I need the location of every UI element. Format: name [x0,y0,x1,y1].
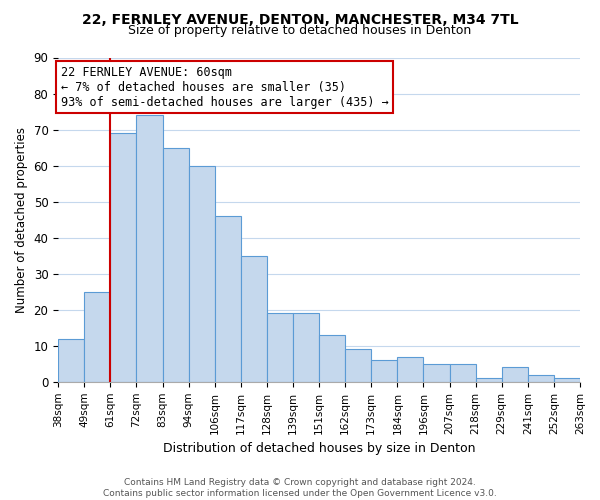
Bar [163,148,188,382]
Bar [188,166,215,382]
Bar [476,378,502,382]
Bar [371,360,397,382]
Bar [502,368,528,382]
Bar [345,350,371,382]
Bar [110,133,136,382]
Bar [397,356,424,382]
Bar [528,374,554,382]
Text: Contains HM Land Registry data © Crown copyright and database right 2024.
Contai: Contains HM Land Registry data © Crown c… [103,478,497,498]
Y-axis label: Number of detached properties: Number of detached properties [15,126,28,312]
Bar [293,314,319,382]
Bar [554,378,580,382]
Bar [136,115,163,382]
Bar [58,338,84,382]
Bar [84,292,110,382]
Bar [267,314,293,382]
Text: 22, FERNLEY AVENUE, DENTON, MANCHESTER, M34 7TL: 22, FERNLEY AVENUE, DENTON, MANCHESTER, … [82,12,518,26]
Bar [241,256,267,382]
Bar [215,216,241,382]
Bar [319,335,345,382]
Text: Size of property relative to detached houses in Denton: Size of property relative to detached ho… [128,24,472,37]
X-axis label: Distribution of detached houses by size in Denton: Distribution of detached houses by size … [163,442,475,455]
Bar [449,364,476,382]
Text: 22 FERNLEY AVENUE: 60sqm
← 7% of detached houses are smaller (35)
93% of semi-de: 22 FERNLEY AVENUE: 60sqm ← 7% of detache… [61,66,389,108]
Bar [424,364,449,382]
